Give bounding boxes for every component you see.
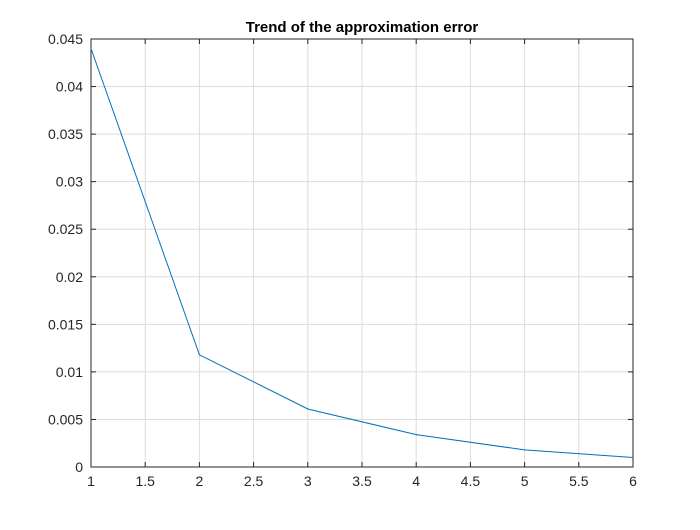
data-point (307, 408, 309, 410)
grid (90, 38, 634, 468)
data-point (90, 47, 92, 50)
y-tick-label: 0.03 (56, 174, 83, 190)
x-tick-label: 4 (412, 473, 420, 489)
x-tick-label: 3.5 (352, 473, 372, 489)
x-tick-label: 1.5 (135, 473, 155, 489)
y-tick-label: 0.02 (56, 269, 83, 285)
axis-ticks: 1 1.5 2 2.5 3 3.5 4 4.5 5 5.5 6 0 0.005 0.01 0.015 0.02… (48, 31, 637, 489)
x-tick-label: 3 (304, 473, 312, 489)
y-tick-label: 0.035 (48, 126, 83, 142)
y-tick-label: 0 (75, 459, 83, 475)
y-tick-label: 0.005 (48, 411, 83, 427)
data-point (524, 449, 526, 451)
x-tick-label: 2.5 (244, 473, 264, 489)
y-tick-label: 0.025 (48, 221, 83, 237)
series-layer (90, 47, 634, 459)
data-point (198, 354, 200, 356)
y-tick-label: 0.015 (48, 316, 83, 332)
x-tick-label: 1 (87, 473, 95, 489)
data-point (415, 434, 417, 436)
series-line (90, 48, 634, 458)
y-tick-label: 0.045 (48, 31, 83, 47)
x-tick-label: 4.5 (461, 473, 481, 489)
x-tick-label: 2 (196, 473, 204, 489)
chart-title: Trend of the approximation error (246, 19, 479, 36)
y-tick-label: 0.04 (56, 79, 83, 95)
x-tick-label: 5 (521, 473, 529, 489)
x-tick-label: 5.5 (569, 473, 589, 489)
data-point (632, 456, 634, 459)
x-tick-label: 6 (629, 473, 637, 489)
y-tick-label: 0.01 (56, 364, 83, 380)
